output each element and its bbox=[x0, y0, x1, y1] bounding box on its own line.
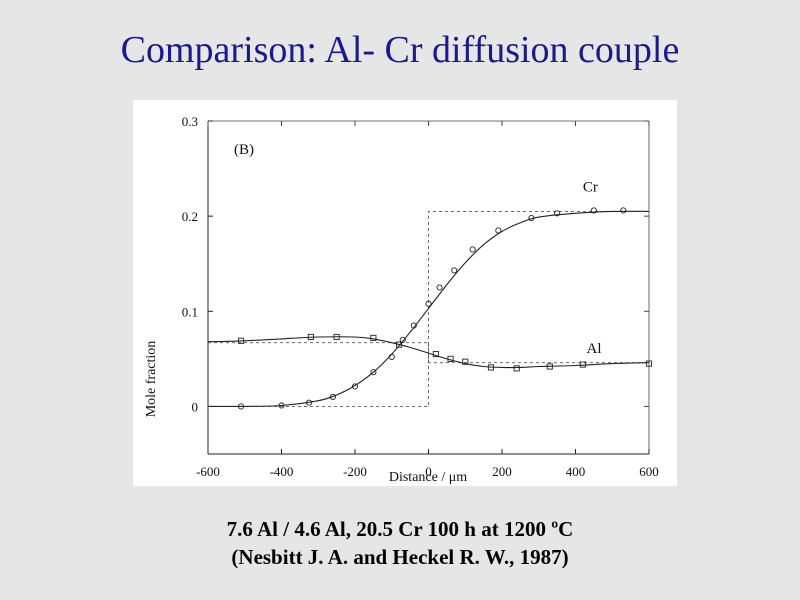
al-data-point bbox=[307, 333, 314, 341]
cr-data-point bbox=[528, 214, 535, 222]
x-tick-label: 400 bbox=[566, 464, 586, 479]
al-data-point bbox=[579, 361, 586, 368]
chart-figure: -600 -400 -200 0 200 400 600 0 0.1 0.2 0.3 Cr Al Dis… bbox=[133, 100, 677, 486]
al-data-point bbox=[238, 337, 245, 344]
cr-data-point bbox=[238, 403, 245, 410]
cr-data-point bbox=[351, 383, 359, 390]
cr-data-point bbox=[278, 402, 285, 409]
al-data-point bbox=[333, 333, 340, 341]
al-data-point bbox=[645, 360, 653, 367]
x-axis-label: Distance / μm bbox=[389, 470, 467, 485]
cr-data-point bbox=[451, 267, 458, 274]
al-model-curve bbox=[207, 336, 650, 369]
y-axis-label: Mole fraction bbox=[144, 341, 159, 418]
cr-data-point bbox=[620, 207, 627, 214]
panel-label: (B) bbox=[234, 142, 254, 158]
cr-data-point bbox=[436, 284, 443, 291]
al-data-point bbox=[432, 351, 439, 358]
cr-data-point bbox=[469, 246, 476, 253]
x-tick-label: 600 bbox=[639, 464, 659, 479]
cr-data-point bbox=[388, 353, 395, 361]
cr-data-point bbox=[399, 336, 406, 343]
slide-title: Comparison: Al- Cr diffusion couple bbox=[120, 29, 680, 71]
y-tick-label: 0 bbox=[192, 399, 199, 414]
al-data-point bbox=[513, 365, 520, 372]
cr-data-point bbox=[425, 300, 432, 307]
cr-data-point bbox=[306, 399, 313, 406]
cr-data-point bbox=[410, 322, 417, 329]
y-tick-label: 0.3 bbox=[182, 114, 198, 129]
caption-conditions: 7.6 Al / 4.6 Al, 20.5 Cr 100 h at 1200 º… bbox=[226, 517, 574, 541]
x-tick-label: -600 bbox=[196, 464, 220, 479]
cr-data-point bbox=[370, 369, 377, 376]
x-tick-label: 200 bbox=[492, 464, 512, 479]
diffusion-profile-chart: -600 -400 -200 0 200 400 600 0 0.1 0.2 0.3 Cr Al Dis… bbox=[144, 114, 659, 485]
y-tick-label: 0.2 bbox=[182, 209, 198, 224]
cr-series-label: Cr bbox=[583, 179, 598, 195]
cr-model-curve bbox=[207, 210, 650, 408]
al-data-point bbox=[462, 358, 469, 365]
y-tick-label: 0.1 bbox=[182, 304, 198, 319]
al-data-point bbox=[487, 364, 495, 371]
cr-data-point bbox=[554, 210, 561, 217]
al-data-point bbox=[396, 341, 403, 348]
al-series-label: Al bbox=[587, 341, 602, 357]
x-tick-label: 0 bbox=[425, 464, 432, 479]
cr-data-point bbox=[329, 393, 336, 400]
al-data-point bbox=[370, 334, 377, 341]
cr-data-point bbox=[590, 207, 597, 214]
x-tick-label: -200 bbox=[343, 464, 367, 479]
al-data-point bbox=[447, 355, 454, 362]
al-data-point bbox=[546, 363, 553, 370]
caption-reference: (Nesbitt J. A. and Heckel R. W., 1987) bbox=[231, 545, 569, 569]
cr-data-point bbox=[495, 227, 502, 234]
x-tick-label: -400 bbox=[270, 464, 294, 479]
